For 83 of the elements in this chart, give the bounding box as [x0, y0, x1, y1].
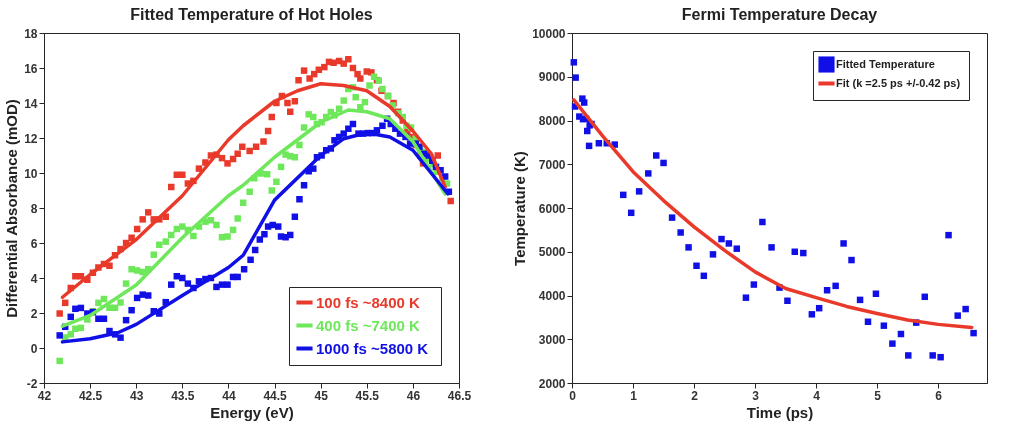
- point: [685, 244, 692, 251]
- point: [929, 352, 936, 359]
- point: [677, 229, 684, 236]
- point: [570, 59, 578, 66]
- point: [945, 231, 952, 239]
- point: [709, 251, 717, 258]
- point: [768, 244, 775, 251]
- y-tick-label: 3000: [538, 332, 566, 347]
- point: [800, 249, 807, 257]
- y-tick-label: 2: [30, 306, 38, 321]
- point: [668, 214, 676, 221]
- point: [652, 152, 660, 159]
- y-tick-label: 2000: [538, 376, 566, 391]
- point: [905, 352, 912, 359]
- y-axis-title: Temperature (K): [511, 151, 529, 266]
- legend-label: 1000 fs ~5800 K: [316, 339, 429, 357]
- x-tick-label: 4: [813, 388, 821, 403]
- y-tick-label: 6000: [538, 201, 566, 216]
- x-tick-label: 1: [630, 388, 638, 403]
- point: [572, 74, 579, 81]
- point: [962, 305, 969, 313]
- point: [784, 297, 791, 304]
- x-tick-label: 42.5: [78, 388, 103, 403]
- x-tick-label: 2: [691, 388, 699, 403]
- x-tick-label: 45.5: [355, 388, 380, 403]
- point: [660, 159, 667, 167]
- y-tick-label: 5000: [538, 245, 566, 260]
- y-tick-label: -2: [26, 376, 38, 391]
- point: [889, 340, 896, 347]
- y-tick-label: 9000: [538, 70, 566, 85]
- x-tick-label: 46: [406, 388, 421, 403]
- point: [718, 235, 725, 243]
- y-tick-label: 6: [30, 236, 38, 251]
- x-tick-label: 6: [935, 388, 943, 403]
- x-tick-label: 43: [130, 388, 144, 403]
- point: [620, 191, 627, 199]
- x-tick-label: 42: [37, 388, 52, 403]
- y-tick-label: 10: [24, 166, 38, 181]
- point: [645, 170, 652, 177]
- point: [954, 312, 961, 319]
- point: [725, 240, 733, 247]
- y-tick-label: 4000: [538, 289, 566, 303]
- x-axis-title: Energy (eV): [210, 403, 294, 421]
- y-tick-label: 8: [30, 201, 38, 216]
- point: [880, 322, 888, 329]
- point: [832, 282, 839, 290]
- y-tick-label: 7000: [538, 157, 566, 172]
- point: [937, 353, 944, 361]
- x-tick-label: 44: [222, 388, 236, 403]
- legend-label: 100 fs ~8400 K: [316, 293, 420, 311]
- y-tick-label: 8000: [538, 114, 566, 128]
- point: [750, 281, 758, 288]
- y-axis-title: Differential Absorbance (mOD): [3, 99, 21, 318]
- y-tick-label: 12: [24, 131, 38, 146]
- legend-label: 400 fs ~7400 K: [316, 316, 420, 334]
- legend-label: Fitted Temperature: [836, 57, 935, 70]
- point: [693, 262, 700, 269]
- x-tick-label: 46.5: [447, 388, 472, 403]
- point: [742, 294, 750, 301]
- point: [848, 256, 855, 264]
- y-tick-label: 4: [30, 271, 38, 286]
- point: [808, 311, 816, 318]
- point: [970, 329, 977, 337]
- chart-title: Fermi Temperature Decay: [681, 6, 878, 23]
- x-tick-label: 44.5: [263, 388, 288, 403]
- chart-title: Fitted Temperature of Hot Holes: [130, 6, 373, 23]
- y-tick-label: 14: [24, 96, 38, 111]
- point: [840, 240, 847, 247]
- legend-label: Fit (k =2.5 ps +/-0.42 ps): [836, 76, 961, 89]
- x-tick-label: 5: [874, 388, 882, 403]
- x-tick-label: 3: [752, 388, 760, 403]
- x-tick-label: 45: [314, 388, 329, 403]
- y-tick-label: 18: [24, 26, 38, 41]
- y-tick-label: 16: [24, 61, 38, 76]
- point: [580, 99, 588, 106]
- point: [635, 188, 643, 195]
- x-tick-label: 0: [569, 388, 577, 403]
- x-tick-label: 43.5: [171, 388, 195, 403]
- x-axis-title: Time (ps): [746, 403, 814, 421]
- point: [733, 245, 741, 252]
- y-tick-label: 0: [30, 341, 38, 356]
- y-tick-label: 10000: [532, 26, 566, 41]
- point: [759, 218, 766, 226]
